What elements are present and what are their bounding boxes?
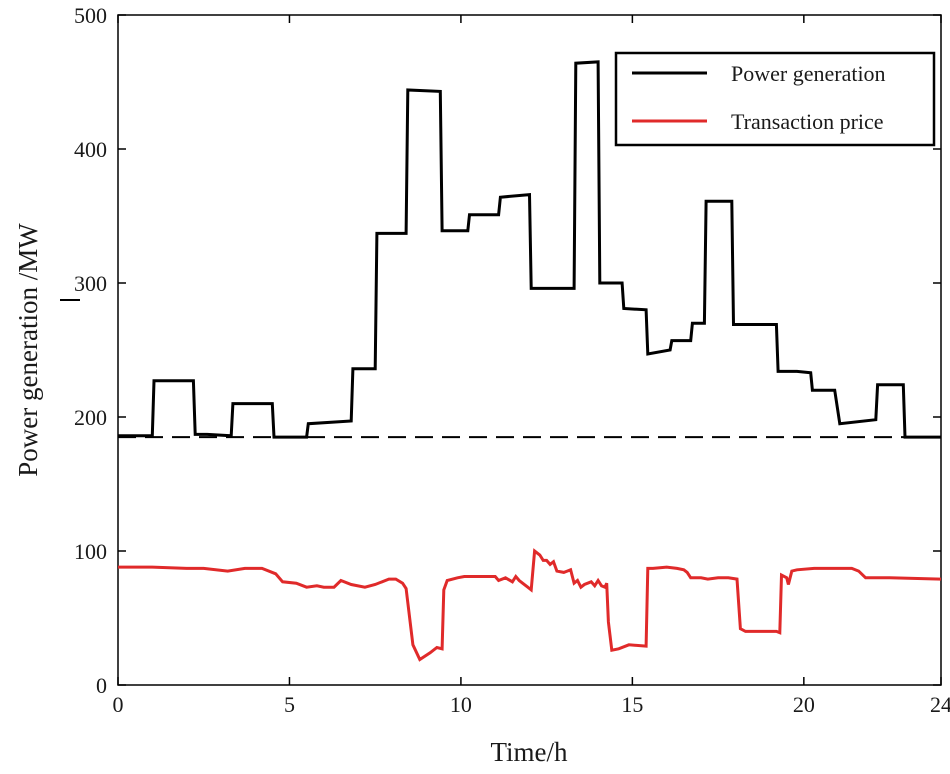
axis-ticks	[117, 14, 942, 686]
y-tick-label: 300	[74, 271, 107, 296]
data-series	[118, 60, 942, 662]
x-tick-label: 10	[450, 692, 472, 717]
legend-label-transaction-price: Transaction price	[731, 109, 884, 134]
y-tick-label: 500	[74, 3, 107, 28]
y-tick-label: 400	[74, 137, 107, 162]
y-tick-label: 200	[74, 405, 107, 430]
y-tick-label: 100	[74, 539, 107, 564]
x-tick-label: 20	[793, 692, 815, 717]
x-tick-label: 5	[284, 692, 295, 717]
y-tick-label: 0	[96, 673, 107, 698]
x-tick-label: 0	[113, 692, 124, 717]
plot-frame	[117, 14, 942, 686]
legend: Power generation Transaction price	[614, 51, 936, 147]
legend-box	[614, 51, 936, 147]
y-axis-label: Power generation /MW	[13, 223, 43, 477]
x-axis-label: Time/h	[490, 737, 568, 767]
series-line-transaction-price	[118, 548, 942, 662]
legend-label-power-generation: Power generation	[731, 61, 886, 86]
x-tick-label: 24	[930, 692, 950, 717]
axis-tick-labels: 0 5 10 15 20 24 0 100 200 300 400 500	[74, 3, 950, 717]
series-line-power-generation	[118, 60, 941, 439]
x-tick-label: 15	[621, 692, 643, 717]
